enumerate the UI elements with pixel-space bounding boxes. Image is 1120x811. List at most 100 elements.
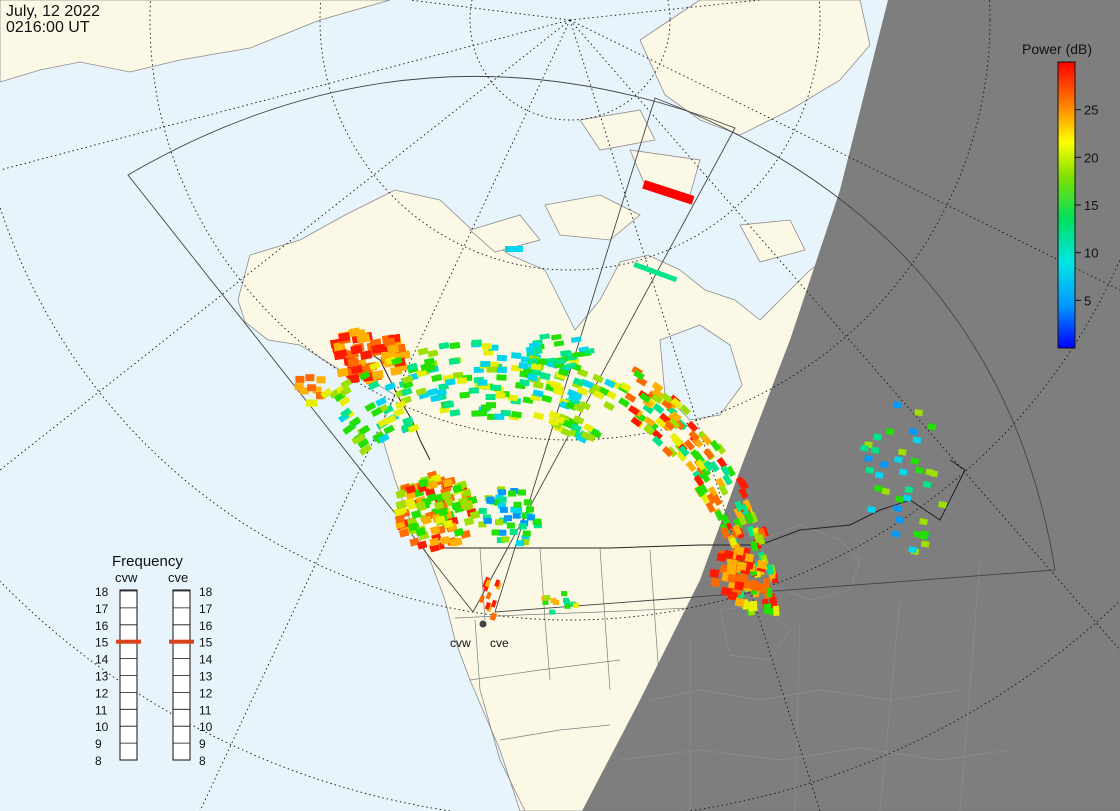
echo-cell	[512, 512, 521, 519]
echo-cell	[693, 474, 705, 487]
echo-cell	[519, 370, 531, 378]
echo-cell	[305, 374, 315, 382]
echo-cell	[914, 409, 924, 417]
echo-cell	[879, 460, 889, 469]
echo-cell	[735, 573, 746, 583]
echo-cell	[572, 415, 585, 425]
echo-cell	[433, 500, 445, 510]
echo-cell	[342, 424, 355, 435]
echo-cell	[576, 386, 589, 396]
echo-cell	[496, 374, 507, 381]
echo-cell	[712, 494, 723, 507]
echo-cell	[495, 392, 506, 399]
frequency-scale-label-left: 12	[95, 686, 109, 700]
echo-cell	[511, 352, 522, 360]
echo-cell	[407, 423, 420, 434]
echo-cell	[550, 380, 562, 390]
echo-cell	[340, 386, 352, 397]
echo-cell	[498, 496, 507, 503]
echo-cell	[573, 403, 585, 413]
echo-cell	[892, 401, 902, 409]
echo-cell	[490, 612, 498, 621]
frequency-scale-label-left: 17	[95, 602, 109, 616]
echo-cell	[307, 384, 317, 392]
echo-cell	[518, 378, 530, 387]
echo-cell	[891, 530, 901, 538]
echo-cell	[734, 581, 745, 591]
echo-cell	[360, 443, 373, 455]
echo-cell	[457, 496, 469, 506]
frequency-bar-cvw	[119, 589, 138, 761]
echo-cell	[485, 394, 496, 401]
echo-cell	[401, 422, 413, 432]
echo-cell	[635, 376, 648, 387]
echo-cell	[720, 586, 731, 597]
echo-cell	[714, 509, 725, 522]
echo-cell	[358, 333, 371, 344]
echo-cell	[495, 519, 504, 526]
radar-site-marker	[479, 620, 487, 628]
echo-cell	[733, 500, 744, 512]
echo-cell	[551, 334, 562, 341]
echo-cell	[909, 427, 919, 436]
echo-cell	[494, 413, 505, 421]
echo-cell	[405, 484, 417, 494]
echo-cell	[688, 430, 700, 442]
echo-cell	[395, 500, 407, 510]
echo-cell	[898, 468, 908, 476]
frequency-marker-cve	[169, 639, 194, 644]
echo-cell	[486, 497, 495, 504]
colorbar-tick-label: 25	[1084, 103, 1098, 118]
echo-cell	[870, 446, 880, 454]
colorbar-tick-label: 20	[1084, 150, 1098, 165]
echo-cell	[660, 392, 673, 404]
echo-cell	[902, 494, 912, 502]
echo-cell	[867, 505, 877, 514]
echo-cell	[539, 333, 550, 340]
echo-cell	[766, 564, 775, 576]
echo-cell	[584, 431, 596, 442]
echo-cell	[661, 399, 673, 411]
echo-cell	[718, 484, 729, 496]
echo-cell	[592, 373, 604, 384]
echo-cell	[306, 399, 316, 407]
echo-cell	[513, 501, 522, 508]
echo-cell	[533, 522, 542, 529]
echo-cell	[570, 336, 582, 343]
echo-cell	[514, 507, 523, 514]
echo-cell	[418, 478, 429, 488]
frequency-scale-label-right: 8	[199, 754, 206, 768]
echo-cell	[570, 423, 582, 433]
echo-cell	[630, 416, 643, 428]
echo-cell	[703, 448, 715, 460]
echo-cell	[651, 435, 664, 447]
echo-cell	[651, 429, 663, 441]
echo-cell	[565, 362, 577, 369]
echo-cell	[443, 400, 455, 409]
echo-cell	[518, 362, 530, 370]
echo-cell	[395, 489, 407, 499]
echo-cell	[402, 380, 414, 390]
echo-cell	[703, 460, 714, 472]
echo-cell	[668, 418, 681, 430]
echo-cell	[624, 392, 637, 403]
frequency-label-cve: cve	[168, 570, 188, 585]
echo-cell	[553, 340, 565, 347]
echo-cell	[683, 439, 696, 451]
echo-cell	[725, 465, 736, 478]
echo-cell	[642, 180, 695, 205]
echo-cell	[448, 357, 460, 365]
frequency-marker-cvw	[116, 639, 141, 644]
echo-cell	[490, 599, 497, 608]
echo-cell	[383, 337, 396, 348]
echo-cell	[371, 369, 384, 380]
echo-cell	[642, 403, 655, 415]
echo-cell	[675, 450, 688, 462]
echo-cell	[938, 501, 948, 509]
echo-cell	[734, 597, 745, 608]
echo-cell	[733, 517, 743, 530]
echo-cell	[735, 476, 747, 489]
echo-cell	[409, 537, 420, 547]
night-region	[582, 0, 1120, 811]
header-date: July, 12 2022	[6, 3, 100, 20]
